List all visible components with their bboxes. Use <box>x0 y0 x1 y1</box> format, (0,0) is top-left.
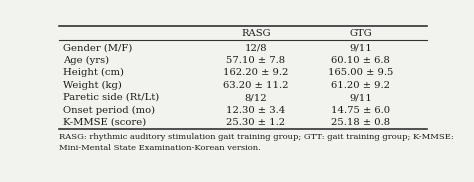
Text: 12/8: 12/8 <box>245 43 267 52</box>
Text: 60.10 ± 6.8: 60.10 ± 6.8 <box>331 56 390 65</box>
Text: GTG: GTG <box>349 29 372 38</box>
Text: 165.00 ± 9.5: 165.00 ± 9.5 <box>328 68 393 77</box>
Text: Gender (M/F): Gender (M/F) <box>63 43 132 52</box>
Text: 9/11: 9/11 <box>349 43 372 52</box>
Text: 12.30 ± 3.4: 12.30 ± 3.4 <box>226 106 285 114</box>
Text: 61.20 ± 9.2: 61.20 ± 9.2 <box>331 81 390 90</box>
Text: Weight (kg): Weight (kg) <box>63 80 122 90</box>
Text: 63.20 ± 11.2: 63.20 ± 11.2 <box>223 81 289 90</box>
Text: 14.75 ± 6.0: 14.75 ± 6.0 <box>331 106 390 114</box>
Text: K-MMSE (score): K-MMSE (score) <box>63 118 146 127</box>
Text: 57.10 ± 7.8: 57.10 ± 7.8 <box>226 56 285 65</box>
Text: Paretic side (Rt/Lt): Paretic side (Rt/Lt) <box>63 93 159 102</box>
Text: Onset period (mo): Onset period (mo) <box>63 105 155 115</box>
Text: 162.20 ± 9.2: 162.20 ± 9.2 <box>223 68 289 77</box>
Text: RASG: RASG <box>241 29 271 38</box>
Text: Height (cm): Height (cm) <box>63 68 124 77</box>
Text: 8/12: 8/12 <box>245 93 267 102</box>
Text: 9/11: 9/11 <box>349 93 372 102</box>
Text: Age (yrs): Age (yrs) <box>63 56 109 65</box>
Text: 25.30 ± 1.2: 25.30 ± 1.2 <box>226 118 285 127</box>
Text: 25.18 ± 0.8: 25.18 ± 0.8 <box>331 118 390 127</box>
Text: RASG: rhythmic auditory stimulation gait training group; GTT: gait training grou: RASG: rhythmic auditory stimulation gait… <box>59 133 454 152</box>
